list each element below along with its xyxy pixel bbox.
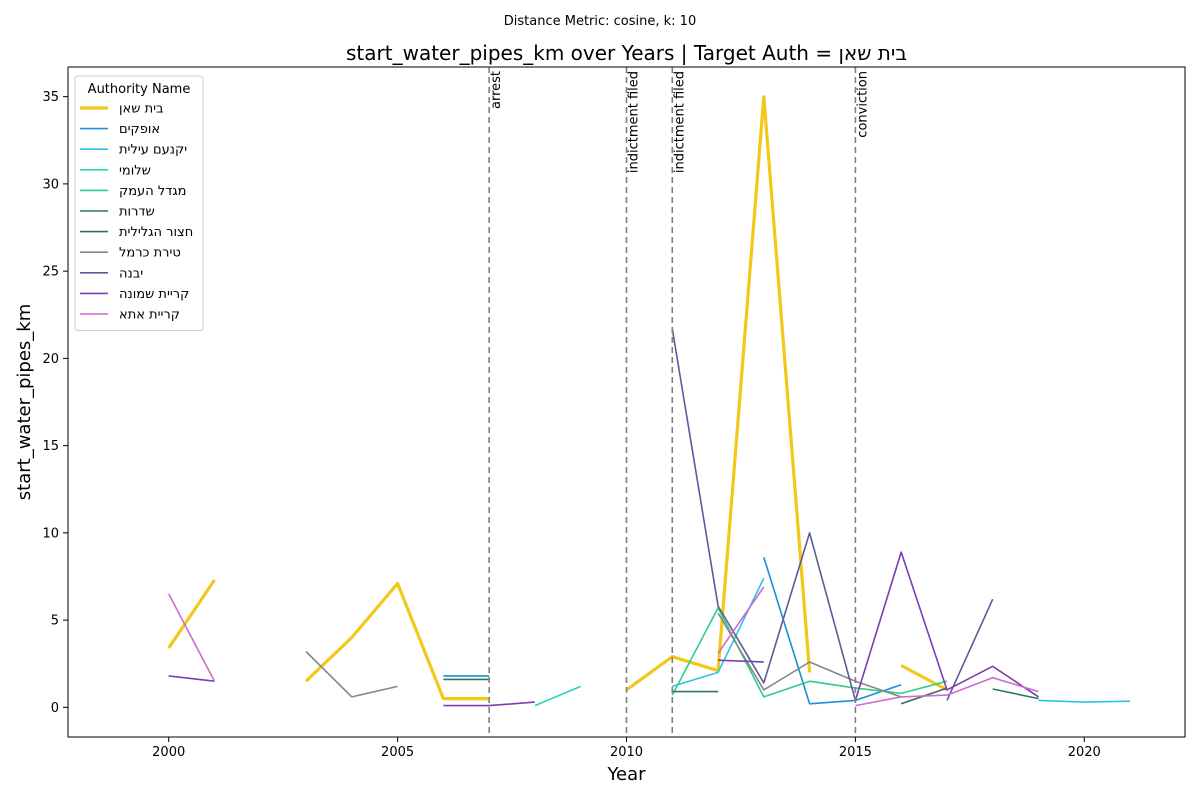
y-tick-label: 0 bbox=[51, 701, 59, 716]
event-label: conviction bbox=[855, 71, 870, 138]
y-axis-label: start_water_pipes_km bbox=[14, 304, 35, 500]
series-line bbox=[671, 607, 948, 698]
legend-entry: שלומי bbox=[119, 163, 151, 178]
series-line bbox=[167, 579, 216, 649]
legend-title: Authority Name bbox=[88, 82, 191, 97]
legend-entry: יקנעם עילית bbox=[119, 143, 187, 158]
series-line bbox=[1038, 699, 1131, 703]
legend-entry: טירת כרמל bbox=[119, 246, 181, 261]
figure-suptitle: Distance Metric: cosine, k: 10 bbox=[503, 14, 697, 29]
series-line bbox=[900, 664, 948, 692]
x-tick-label: 2020 bbox=[1068, 745, 1101, 760]
plot-lines bbox=[167, 95, 1131, 707]
legend-entry: אופקים bbox=[119, 122, 160, 137]
series-line bbox=[168, 675, 215, 682]
x-tick-label: 2010 bbox=[610, 745, 643, 760]
series-line bbox=[534, 685, 582, 707]
series-line bbox=[443, 701, 535, 707]
x-axis: 2000 2005 2010 2015 2020 bbox=[152, 737, 1101, 760]
x-axis-label: Year bbox=[606, 764, 646, 785]
legend-box bbox=[74, 75, 204, 332]
y-tick-label: 20 bbox=[42, 352, 59, 367]
legend-entry: חצור הגלילית bbox=[119, 225, 193, 240]
y-tick-label: 25 bbox=[42, 265, 59, 280]
y-tick-label: 10 bbox=[42, 526, 59, 541]
legend-entry: קריית שמונה bbox=[119, 287, 189, 302]
legend-entry: שדרות bbox=[119, 205, 155, 220]
x-tick-label: 2005 bbox=[381, 745, 414, 760]
y-tick-label: 35 bbox=[42, 90, 59, 105]
series-line bbox=[854, 551, 1039, 701]
y-tick-label: 15 bbox=[42, 439, 59, 454]
legend-entry: מגדל העמק bbox=[119, 184, 187, 199]
x-tick-label: 2000 bbox=[152, 745, 185, 760]
y-tick-label: 5 bbox=[51, 614, 59, 629]
series-line bbox=[855, 676, 1039, 707]
series-line bbox=[305, 650, 398, 698]
event-markers: arrest indictment filed indictment filed co… bbox=[488, 67, 870, 737]
y-axis: 0 5 10 15 20 25 30 35 bbox=[42, 90, 68, 716]
x-tick-label: 2015 bbox=[839, 745, 872, 760]
event-label: indictment filed bbox=[672, 71, 687, 173]
event-label: indictment filed bbox=[627, 71, 642, 173]
series-line bbox=[717, 612, 902, 698]
event-label: arrest bbox=[489, 71, 504, 109]
series-line bbox=[992, 688, 1039, 700]
series-line bbox=[717, 586, 765, 654]
chart-title: start_water_pipes_km over Years | Target… bbox=[346, 41, 907, 65]
series-line bbox=[718, 659, 764, 663]
legend-entry: קריית אתא bbox=[119, 308, 180, 323]
y-tick-label: 30 bbox=[42, 177, 59, 192]
series-line bbox=[763, 557, 902, 705]
legend: Authority Name בית שאן אופקים יקנעם עילית של… bbox=[74, 75, 204, 332]
series-line bbox=[304, 581, 490, 701]
legend-entry: יבנה bbox=[119, 266, 143, 281]
series-line bbox=[946, 598, 994, 701]
series-line bbox=[671, 328, 857, 701]
legend-entry: בית שאן bbox=[119, 102, 164, 117]
series-line bbox=[167, 593, 216, 682]
